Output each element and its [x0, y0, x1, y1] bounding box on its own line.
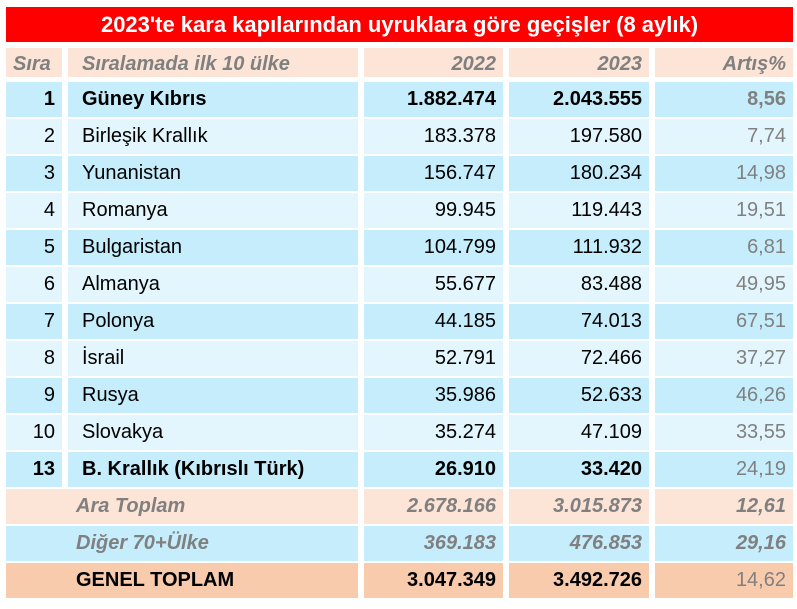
row-y2022: 183.378	[364, 119, 503, 154]
row-change: 14,98	[655, 156, 793, 191]
row-country: Yunanistan	[68, 156, 358, 191]
row-y2022: 156.747	[364, 156, 503, 191]
total-y2023: 3.492.726	[509, 563, 649, 598]
row-y2022: 44.185	[364, 304, 503, 339]
row-change: 49,95	[655, 267, 793, 302]
header-country: Sıralamada ilk 10 ülke	[68, 48, 358, 77]
row-country: B. Krallık (Kıbrıslı Türk)	[68, 452, 358, 487]
row-rank: 9	[6, 378, 62, 413]
row-country: Bulgaristan	[68, 230, 358, 265]
row-y2023: 197.580	[509, 119, 649, 154]
row-y2023: 52.633	[509, 378, 649, 413]
row-rank: 13	[6, 452, 62, 487]
row-rank: 1	[6, 82, 62, 117]
row-rank: 5	[6, 230, 62, 265]
subtotal-change: 12,61	[655, 489, 793, 524]
row-y2022: 26.910	[364, 452, 503, 487]
row-rank: 8	[6, 341, 62, 376]
row-rank: 4	[6, 193, 62, 228]
row-country: Polonya	[68, 304, 358, 339]
row-country: Rusya	[68, 378, 358, 413]
row-country: Slovakya	[68, 415, 358, 450]
row-y2023: 119.443	[509, 193, 649, 228]
row-y2023: 74.013	[509, 304, 649, 339]
others-y2022: 369.183	[364, 526, 503, 561]
row-y2022: 35.986	[364, 378, 503, 413]
row-y2023: 180.234	[509, 156, 649, 191]
others-label: Diğer 70+Ülke	[6, 526, 358, 561]
row-y2022: 35.274	[364, 415, 503, 450]
row-country: Romanya	[68, 193, 358, 228]
header-2023: 2023	[509, 48, 649, 77]
subtotal-label: Ara Toplam	[6, 489, 358, 524]
row-y2023: 33.420	[509, 452, 649, 487]
row-change: 19,51	[655, 193, 793, 228]
row-country: Almanya	[68, 267, 358, 302]
row-change: 37,27	[655, 341, 793, 376]
row-y2023: 83.488	[509, 267, 649, 302]
row-change: 6,81	[655, 230, 793, 265]
row-y2022: 55.677	[364, 267, 503, 302]
row-y2023: 72.466	[509, 341, 649, 376]
row-y2022: 99.945	[364, 193, 503, 228]
total-change: 14,62	[655, 563, 793, 598]
row-rank: 10	[6, 415, 62, 450]
others-change: 29,16	[655, 526, 793, 561]
header-change: Artış%	[655, 48, 793, 77]
row-y2023: 2.043.555	[509, 82, 649, 117]
row-rank: 7	[6, 304, 62, 339]
data-table: Sıra Sıralamada ilk 10 ülke 2022 2023 Ar…	[6, 48, 793, 598]
row-change: 67,51	[655, 304, 793, 339]
row-change: 46,26	[655, 378, 793, 413]
row-y2022: 52.791	[364, 341, 503, 376]
header-rank: Sıra	[6, 48, 62, 77]
row-y2023: 47.109	[509, 415, 649, 450]
row-rank: 2	[6, 119, 62, 154]
row-y2023: 111.932	[509, 230, 649, 265]
subtotal-y2023: 3.015.873	[509, 489, 649, 524]
row-rank: 6	[6, 267, 62, 302]
table-title: 2023'te kara kapılarından uyruklara göre…	[6, 7, 793, 42]
total-y2022: 3.047.349	[364, 563, 503, 598]
others-y2023: 476.853	[509, 526, 649, 561]
row-y2022: 1.882.474	[364, 82, 503, 117]
header-2022: 2022	[364, 48, 503, 77]
row-change: 8,56	[655, 82, 793, 117]
row-change: 33,55	[655, 415, 793, 450]
row-country: Birleşik Krallık	[68, 119, 358, 154]
row-country: İsrail	[68, 341, 358, 376]
row-country: Güney Kıbrıs	[68, 82, 358, 117]
row-y2022: 104.799	[364, 230, 503, 265]
row-rank: 3	[6, 156, 62, 191]
subtotal-y2022: 2.678.166	[364, 489, 503, 524]
row-change: 7,74	[655, 119, 793, 154]
row-change: 24,19	[655, 452, 793, 487]
total-label: GENEL TOPLAM	[6, 563, 358, 598]
